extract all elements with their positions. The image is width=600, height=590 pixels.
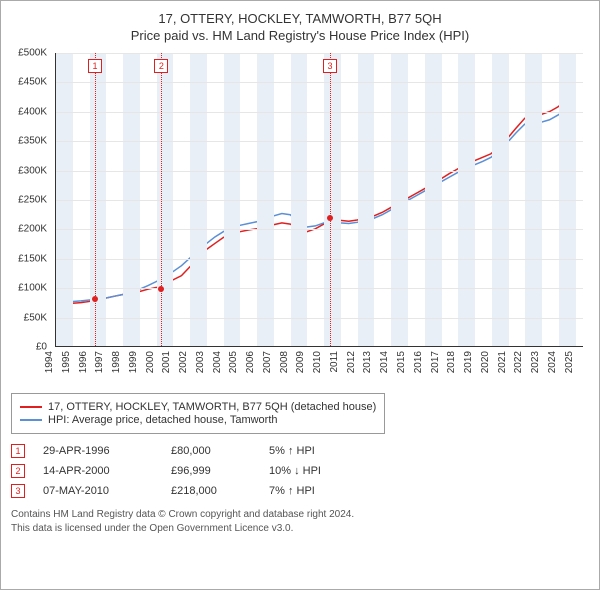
legend-label-2: HPI: Average price, detached house, Tamw… <box>48 414 278 426</box>
gridline <box>56 200 583 201</box>
transaction-row-marker: 2 <box>11 464 25 478</box>
transaction-hpi: 10% ↓ HPI <box>269 465 359 477</box>
transaction-hpi: 5% ↑ HPI <box>269 445 359 457</box>
footer-line-1: Contains HM Land Registry data © Crown c… <box>11 508 589 522</box>
transaction-date: 29-APR-1996 <box>43 445 153 457</box>
transaction-date: 14-APR-2000 <box>43 465 153 477</box>
gridline <box>56 259 583 260</box>
transaction-price: £80,000 <box>171 445 251 457</box>
x-tick-label: 2025 <box>563 351 599 373</box>
transaction-dot <box>92 296 98 302</box>
transaction-marker: 3 <box>323 59 337 73</box>
transaction-date: 07-MAY-2010 <box>43 485 153 497</box>
y-tick-label: £350K <box>11 136 51 147</box>
gridline <box>56 53 583 54</box>
y-tick-label: £250K <box>11 195 51 206</box>
transaction-price: £96,999 <box>171 465 251 477</box>
chart-wrap: 123 £0£50K£100K£150K£200K£250K£300K£350K… <box>11 49 589 387</box>
chart-container: 17, OTTERY, HOCKLEY, TAMWORTH, B77 5QH P… <box>0 0 600 590</box>
transaction-row: 3 07-MAY-2010 £218,000 7% ↑ HPI <box>11 484 589 498</box>
transaction-row: 2 14-APR-2000 £96,999 10% ↓ HPI <box>11 464 589 478</box>
y-tick-label: £100K <box>11 283 51 294</box>
transaction-vline <box>95 53 96 346</box>
transaction-dot <box>158 286 164 292</box>
transaction-hpi: 7% ↑ HPI <box>269 485 359 497</box>
footer-line-2: This data is licensed under the Open Gov… <box>11 522 589 536</box>
y-tick-label: £400K <box>11 106 51 117</box>
legend-row-1: 17, OTTERY, HOCKLEY, TAMWORTH, B77 5QH (… <box>20 401 376 413</box>
transaction-marker: 2 <box>154 59 168 73</box>
gridline <box>56 82 583 83</box>
transaction-price: £218,000 <box>171 485 251 497</box>
transaction-row-marker: 1 <box>11 444 25 458</box>
transaction-vline <box>330 53 331 346</box>
gridline <box>56 229 583 230</box>
gridline <box>56 318 583 319</box>
legend-label-1: 17, OTTERY, HOCKLEY, TAMWORTH, B77 5QH (… <box>48 401 376 413</box>
y-tick-label: £450K <box>11 77 51 88</box>
title-line-1: 17, OTTERY, HOCKLEY, TAMWORTH, B77 5QH <box>11 11 589 26</box>
legend-swatch-2 <box>20 419 42 421</box>
gridline <box>56 141 583 142</box>
transaction-row: 1 29-APR-1996 £80,000 5% ↑ HPI <box>11 444 589 458</box>
transaction-marker: 1 <box>88 59 102 73</box>
y-tick-label: £500K <box>11 48 51 59</box>
transaction-dot <box>327 215 333 221</box>
gridline <box>56 288 583 289</box>
legend: 17, OTTERY, HOCKLEY, TAMWORTH, B77 5QH (… <box>11 393 385 434</box>
footer: Contains HM Land Registry data © Crown c… <box>11 508 589 535</box>
y-tick-label: £150K <box>11 253 51 264</box>
title-block: 17, OTTERY, HOCKLEY, TAMWORTH, B77 5QH P… <box>11 11 589 43</box>
y-tick-label: £300K <box>11 165 51 176</box>
transaction-row-marker: 3 <box>11 484 25 498</box>
y-tick-label: £50K <box>11 312 51 323</box>
legend-swatch-1 <box>20 406 42 408</box>
transaction-vline <box>161 53 162 346</box>
legend-row-2: HPI: Average price, detached house, Tamw… <box>20 414 376 426</box>
plot-area: 1 2 3 <box>55 53 583 347</box>
y-tick-label: £200K <box>11 224 51 235</box>
transactions-table: 1 29-APR-1996 £80,000 5% ↑ HPI 2 14-APR-2000 £… <box>11 444 589 498</box>
gridline <box>56 112 583 113</box>
gridline <box>56 171 583 172</box>
title-line-2: Price paid vs. HM Land Registry's House … <box>11 28 589 43</box>
